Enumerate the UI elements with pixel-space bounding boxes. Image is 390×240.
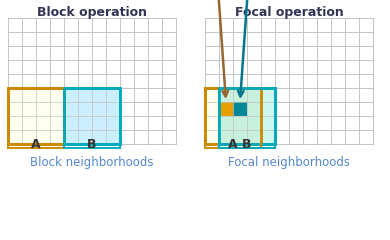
Bar [233,102,247,116]
Text: Block operation: Block operation [37,6,147,19]
Text: A: A [228,138,238,151]
Text: B: B [242,138,252,151]
Bar [64,88,120,144]
Bar [219,88,261,144]
Bar [64,88,120,144]
Bar [205,88,261,144]
Bar [8,88,64,144]
Text: Focal operation: Focal operation [235,6,343,19]
Text: Focal neighborhoods: Focal neighborhoods [228,156,350,169]
Bar [219,102,233,116]
Text: B: B [87,138,97,151]
Bar [219,88,275,144]
Bar [8,88,64,144]
Text: A: A [31,138,41,151]
Bar [205,88,261,144]
Bar [219,88,275,144]
Text: Block neighborhoods: Block neighborhoods [30,156,154,169]
